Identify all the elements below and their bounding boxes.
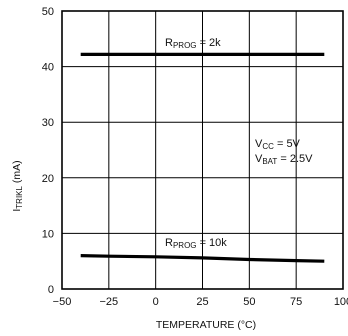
annotation-vbat: VBAT = 2.5V <box>255 153 313 166</box>
x-tick-label: 75 <box>290 296 302 308</box>
annotation-rprog-10k: RPROG = 10k <box>165 237 227 250</box>
tick-labels: −50 −25 0 25 50 75 100 0 10 20 30 40 50 <box>42 6 348 308</box>
x-tick-label: −25 <box>99 296 118 308</box>
y-tick-label: 10 <box>42 228 54 240</box>
x-tick-label: 50 <box>243 296 255 308</box>
annotation-rprog-2k: RPROG = 2k <box>165 37 221 50</box>
grid <box>62 11 343 289</box>
x-tick-label: 25 <box>196 296 208 308</box>
y-tick-label: 20 <box>42 173 54 185</box>
y-tick-label: 0 <box>48 284 54 296</box>
x-tick-label: 0 <box>153 296 159 308</box>
y-tick-label: 40 <box>42 62 54 74</box>
plot-frame <box>61 10 344 290</box>
x-tick-label: −50 <box>53 296 72 308</box>
series-layer <box>80 52 325 263</box>
annotation-vcc: VCC = 5V <box>255 138 301 151</box>
x-axis-title: TEMPERATURE (°C) <box>156 319 256 331</box>
y-tick-label: 30 <box>42 117 54 129</box>
x-tick-label: 100 <box>334 296 348 308</box>
series-line-rprog-10k <box>80 254 325 263</box>
y-tick-label: 50 <box>42 6 54 18</box>
y-axis-title: ITRIKL (mA) <box>11 160 24 211</box>
